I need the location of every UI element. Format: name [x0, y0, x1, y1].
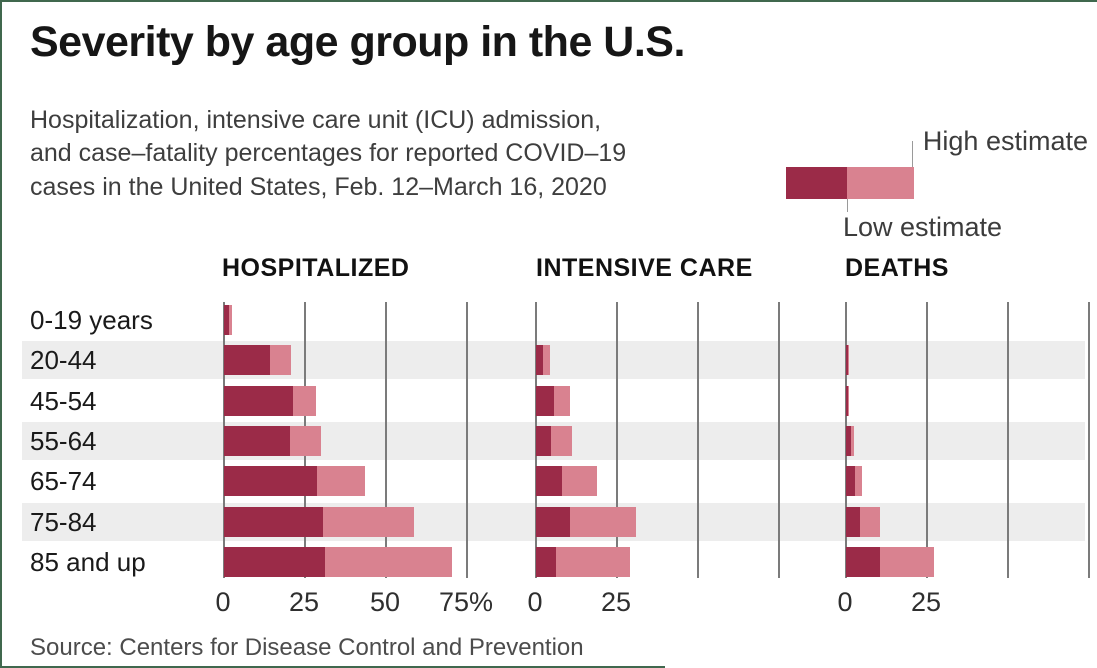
gridline: [926, 302, 928, 578]
bar-high-estimate: [270, 345, 292, 376]
bar-high-estimate: [850, 425, 855, 456]
chart-subtitle: Hospitalization, intensive care unit (IC…: [30, 106, 627, 201]
frame-border-top: [0, 0, 1097, 2]
frame-border-left: [0, 0, 2, 668]
chart-title: Severity by age group in the U.S.: [30, 18, 685, 66]
bar-high-estimate: [322, 506, 415, 537]
bar-low-estimate: [536, 345, 543, 376]
panel-header-hospitalized: HOSPITALIZED: [222, 254, 410, 282]
bar-high-estimate: [551, 425, 573, 456]
bar-high-estimate: [553, 385, 570, 416]
panel-header-intensive-care: INTENSIVE CARE: [536, 254, 753, 282]
axis-tick-label: 50: [369, 587, 401, 617]
bar-low-estimate: [224, 385, 293, 416]
bar-high-estimate: [570, 506, 637, 537]
legend-swatch-low-estimate: [786, 167, 847, 199]
plot-deaths: 0 25: [837, 300, 1095, 630]
gridline: [616, 302, 618, 578]
plot-intensive-care: 0 25: [527, 300, 800, 630]
frame-border-bottom: [0, 666, 665, 668]
bar-low-estimate: [224, 305, 230, 335]
legend-connector-low: [847, 199, 848, 212]
bar-low-estimate: [536, 466, 563, 497]
panel-header-deaths: DEATHS: [845, 254, 949, 282]
age-group-label: 65-74: [30, 466, 97, 497]
axis-tick-label: 0: [527, 587, 543, 617]
age-group-label: 45-54: [30, 385, 97, 416]
bar-low-estimate: [224, 466, 317, 497]
age-group-label: 20-44: [30, 345, 97, 376]
bar-high-estimate: [859, 506, 880, 537]
bar-low-estimate: [846, 385, 848, 416]
bar-high-estimate: [879, 546, 935, 577]
bar-low-estimate: [536, 546, 557, 577]
gridline: [385, 302, 387, 578]
axis-tick-label: 25: [910, 587, 942, 617]
bar-low-estimate: [846, 466, 855, 497]
bar-high-estimate: [325, 546, 452, 577]
bar-low-estimate: [224, 546, 326, 577]
axis-tick-label: 25: [600, 587, 632, 617]
plot-hospitalized: 0 25 50 75%: [215, 300, 500, 630]
axis-tick-label: 75%: [438, 587, 494, 617]
legend-label-high-estimate: High estimate: [922, 126, 1088, 156]
axis-tick-label: 0: [837, 587, 853, 617]
bar-high-estimate: [854, 466, 862, 497]
bar-low-estimate: [536, 506, 570, 537]
gridline: [697, 302, 699, 578]
gridline: [778, 302, 780, 578]
bar-low-estimate: [846, 345, 848, 376]
legend-swatch-high-estimate: [847, 167, 914, 199]
row-stripe: [22, 341, 1085, 380]
bar-low-estimate: [536, 425, 552, 456]
bar-high-estimate: [290, 425, 322, 456]
bar-low-estimate: [846, 425, 851, 456]
bar-low-estimate: [536, 385, 554, 416]
bar-low-estimate: [224, 425, 291, 456]
bar-high-estimate: [316, 466, 365, 497]
bar-high-estimate: [847, 385, 849, 416]
bar-high-estimate: [229, 305, 233, 335]
gridline: [466, 302, 468, 578]
age-group-label: 85 and up: [30, 546, 146, 577]
source-note: Source: Centers for Disease Control and …: [30, 634, 584, 661]
bar-high-estimate: [847, 345, 849, 376]
bar-low-estimate: [846, 506, 860, 537]
legend-label-low-estimate: Low estimate: [843, 212, 1003, 242]
legend-connector-high: [912, 141, 913, 167]
axis-tick-label: 0: [215, 587, 231, 617]
age-group-label: 55-64: [30, 425, 97, 456]
bar-low-estimate: [224, 345, 271, 376]
age-group-label: 75-84: [30, 506, 97, 537]
bar-high-estimate: [562, 466, 597, 497]
age-group-label: 0-19 years: [30, 305, 153, 335]
bar-high-estimate: [556, 546, 630, 577]
bar-low-estimate: [224, 506, 323, 537]
bar-high-estimate: [542, 345, 550, 376]
axis-tick-label: 25: [288, 587, 320, 617]
gridline: [1088, 302, 1090, 578]
bar-low-estimate: [846, 546, 880, 577]
gridline: [1007, 302, 1009, 578]
bar-high-estimate: [292, 385, 316, 416]
